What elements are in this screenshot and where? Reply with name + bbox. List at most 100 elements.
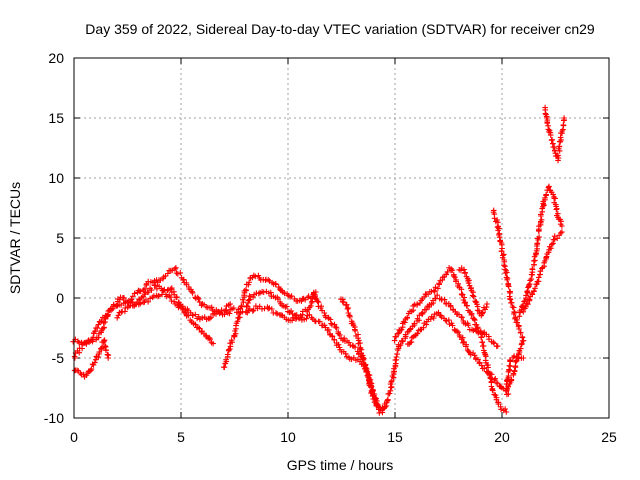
data-point xyxy=(511,309,518,316)
data-point xyxy=(494,224,501,231)
data-point xyxy=(463,341,469,348)
data-point xyxy=(288,308,294,314)
data-point xyxy=(314,298,321,305)
data-point xyxy=(557,230,564,236)
data-point xyxy=(118,309,125,315)
data-point xyxy=(465,280,472,286)
data-point xyxy=(352,328,358,334)
data-point xyxy=(232,330,239,337)
data-point xyxy=(391,337,398,344)
data-point xyxy=(332,324,339,330)
data-point xyxy=(255,272,262,279)
data-point xyxy=(331,336,338,343)
data-point xyxy=(344,306,351,312)
data-point xyxy=(275,296,281,302)
data-point xyxy=(554,235,560,242)
data-point xyxy=(548,245,554,252)
data-point xyxy=(527,277,533,284)
data-point xyxy=(471,316,477,322)
data-point xyxy=(459,314,465,321)
data-point xyxy=(496,234,503,240)
data-point xyxy=(343,301,350,308)
data-point xyxy=(538,217,545,223)
x-tick-label: 20 xyxy=(494,429,510,445)
x-tick-label: 0 xyxy=(70,429,78,445)
data-point xyxy=(388,379,394,385)
data-point xyxy=(460,334,466,341)
data-point xyxy=(192,321,199,328)
data-point xyxy=(163,293,170,300)
data-point xyxy=(103,347,109,353)
data-point xyxy=(168,298,175,304)
data-point xyxy=(458,286,465,293)
data-point xyxy=(505,391,512,397)
data-point xyxy=(472,298,478,304)
chart-title: Day 359 of 2022, Sidereal Day-to-day VTE… xyxy=(85,21,595,37)
data-point xyxy=(265,277,271,283)
series-track-e xyxy=(221,272,409,414)
data-point xyxy=(491,340,497,347)
data-point xyxy=(105,355,111,361)
data-point xyxy=(246,279,252,286)
series-track-m xyxy=(516,183,565,320)
data-point xyxy=(99,345,105,351)
data-point xyxy=(175,271,181,277)
data-point xyxy=(195,296,202,302)
data-point xyxy=(361,355,367,362)
x-tick-label: 5 xyxy=(177,429,185,445)
data-point xyxy=(250,308,256,314)
data-point xyxy=(441,296,448,303)
data-point xyxy=(95,354,102,360)
data-point xyxy=(326,327,332,333)
data-point xyxy=(246,293,253,299)
data-point xyxy=(303,315,310,322)
data-point xyxy=(365,371,371,378)
data-point xyxy=(121,295,127,301)
series-track-j xyxy=(405,309,512,398)
data-point xyxy=(452,274,458,280)
data-point xyxy=(547,132,554,138)
data-point xyxy=(189,290,196,296)
data-point xyxy=(234,318,241,325)
data-point xyxy=(90,334,96,341)
data-point xyxy=(104,351,111,358)
data-point xyxy=(461,294,467,301)
y-axis-label: SDTVAR / TECUs xyxy=(7,182,23,294)
data-point xyxy=(471,352,478,359)
x-tick-label: 25 xyxy=(601,429,617,445)
data-point xyxy=(148,287,155,293)
data-point xyxy=(245,297,252,304)
data-point xyxy=(436,280,442,287)
data-point xyxy=(450,273,457,279)
data-point xyxy=(469,292,476,299)
data-point xyxy=(423,306,429,313)
data-point xyxy=(149,294,156,301)
data-point xyxy=(177,270,184,276)
data-point xyxy=(231,305,237,311)
data-point xyxy=(167,294,173,300)
data-point xyxy=(273,310,279,316)
data-point xyxy=(431,287,437,294)
data-point xyxy=(370,396,376,402)
plot-frame xyxy=(73,57,610,419)
data-point xyxy=(347,314,353,320)
data-point xyxy=(501,251,507,258)
data-point xyxy=(533,281,539,288)
data-point xyxy=(555,152,561,159)
data-point xyxy=(446,317,452,323)
data-point xyxy=(420,324,427,331)
data-point xyxy=(523,300,530,306)
data-point xyxy=(335,330,342,337)
data-point xyxy=(101,337,108,343)
data-point xyxy=(222,307,229,313)
data-point xyxy=(553,206,560,213)
y-tick-label: 5 xyxy=(56,230,64,246)
data-point xyxy=(328,320,334,327)
data-point xyxy=(147,295,153,302)
data-point xyxy=(520,309,527,315)
series-track-g xyxy=(338,296,381,409)
data-point xyxy=(289,317,295,324)
data-point xyxy=(507,296,514,303)
data-point xyxy=(352,344,358,350)
